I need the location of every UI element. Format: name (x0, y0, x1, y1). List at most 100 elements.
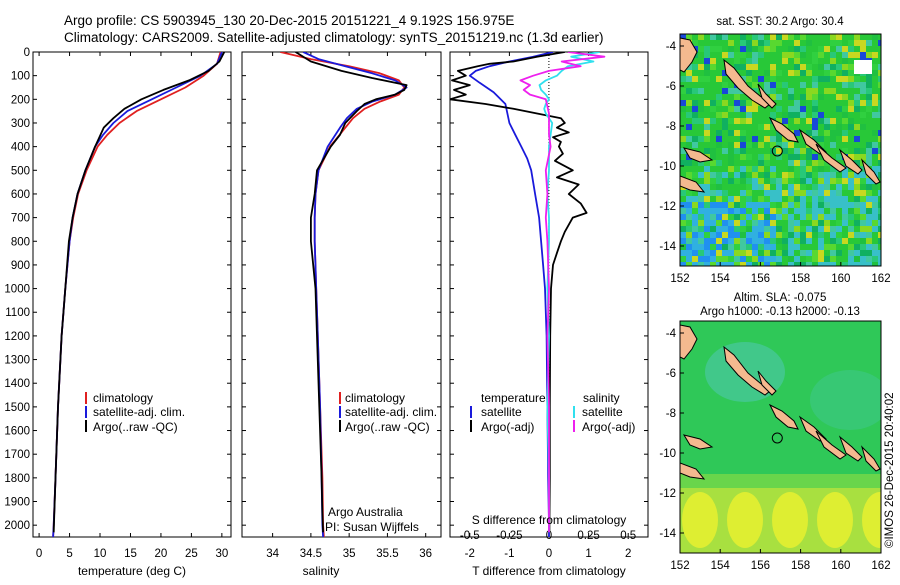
sst-cell (848, 82, 854, 88)
sst-cell (818, 256, 824, 262)
sst-cell (764, 220, 770, 226)
sst-cell (788, 172, 794, 178)
sst-cell (824, 262, 830, 266)
sst-cell (800, 106, 806, 112)
sst-cell (722, 214, 728, 220)
sst-cell (782, 238, 788, 244)
sst-cell (848, 184, 854, 190)
sst-cell (770, 196, 776, 202)
sst-cell (830, 190, 836, 196)
sst-cell (800, 262, 806, 266)
sst-cell (866, 238, 872, 244)
temperature-xlabel: temperature (deg C) (78, 564, 186, 578)
sla-blob (810, 370, 881, 430)
sla-blob (772, 492, 808, 548)
sst-cell (878, 160, 881, 166)
sst-cell (698, 196, 704, 202)
sst-cell (728, 250, 734, 256)
sst-cell (848, 64, 854, 70)
sst-cell (752, 208, 758, 214)
sst-cell (842, 196, 848, 202)
sst-cell (704, 130, 710, 136)
sst-cell (794, 58, 800, 64)
sst-cell (728, 160, 734, 166)
x-tick-label: 0 (36, 548, 42, 560)
lon-tick-label: 156 (751, 273, 770, 285)
sst-cell (878, 106, 881, 112)
sst-cell (812, 256, 818, 262)
sst-cell (704, 190, 710, 196)
land-new-guinea (680, 37, 698, 73)
sst-cell (716, 220, 722, 226)
sst-cell (698, 172, 704, 178)
sst-cell (698, 244, 704, 250)
sst-cell (854, 244, 860, 250)
land-makira (860, 445, 881, 472)
sst-cell (698, 208, 704, 214)
sst-cell (770, 220, 776, 226)
sst-cell (770, 148, 776, 154)
sst-cell (764, 184, 770, 190)
sst-cell (746, 64, 752, 70)
sst-cell (770, 40, 776, 46)
sst-cell (704, 262, 710, 266)
sst-cell (722, 226, 728, 232)
sst-cell (758, 208, 764, 214)
sst-cell (764, 250, 770, 256)
sst-cell (704, 184, 710, 190)
sst-cell (764, 190, 770, 196)
sst-cell (764, 238, 770, 244)
sst-cell (728, 88, 734, 94)
lon-tick-label: 152 (670, 560, 689, 572)
sst-cell (686, 124, 692, 130)
sst-cell (848, 106, 854, 112)
sst-cell (854, 178, 860, 184)
sst-cell (680, 76, 686, 82)
sst-cell (806, 178, 812, 184)
sst-cell (758, 244, 764, 250)
sst-cell (722, 100, 728, 106)
sst-cell (836, 106, 842, 112)
sst-cell (740, 40, 746, 46)
sst-cell (752, 220, 758, 226)
sst-cell (692, 88, 698, 94)
sst-cell (860, 244, 866, 250)
sst-cell (776, 118, 782, 124)
sst-cell (758, 238, 764, 244)
sst-cell (740, 178, 746, 184)
sst-cell (860, 124, 866, 130)
sst-map-image (680, 34, 881, 266)
sst-cell (764, 178, 770, 184)
sst-cell (686, 220, 692, 226)
sst-cell (800, 82, 806, 88)
sst-cell (746, 184, 752, 190)
sst-cell (716, 190, 722, 196)
sst-cell (746, 40, 752, 46)
sst-cell (878, 226, 881, 232)
sst-cell (758, 232, 764, 238)
sst-cell (878, 100, 881, 106)
lat-tick-label: -4 (666, 328, 677, 340)
sst-cell (752, 64, 758, 70)
sst-cell (728, 52, 734, 58)
sst-cell (770, 190, 776, 196)
sst-cell (830, 166, 836, 172)
x2-tick-label: 0.25 (577, 530, 599, 542)
sst-cell (704, 208, 710, 214)
sst-cell (854, 190, 860, 196)
sst-cell (680, 148, 686, 154)
sst-cell (854, 136, 860, 142)
sst-cell (878, 232, 881, 238)
sst-cell (794, 70, 800, 76)
sst-cell (692, 160, 698, 166)
sst-cell (794, 244, 800, 250)
sst-cell (758, 214, 764, 220)
sst-cell (866, 76, 872, 82)
lat-tick-label: -10 (659, 448, 676, 460)
sst-cell (824, 214, 830, 220)
sst-cell (710, 226, 716, 232)
sst-cell (866, 232, 872, 238)
sst-cell (686, 214, 692, 220)
land-bougainville (768, 403, 799, 430)
sst-cell (776, 250, 782, 256)
